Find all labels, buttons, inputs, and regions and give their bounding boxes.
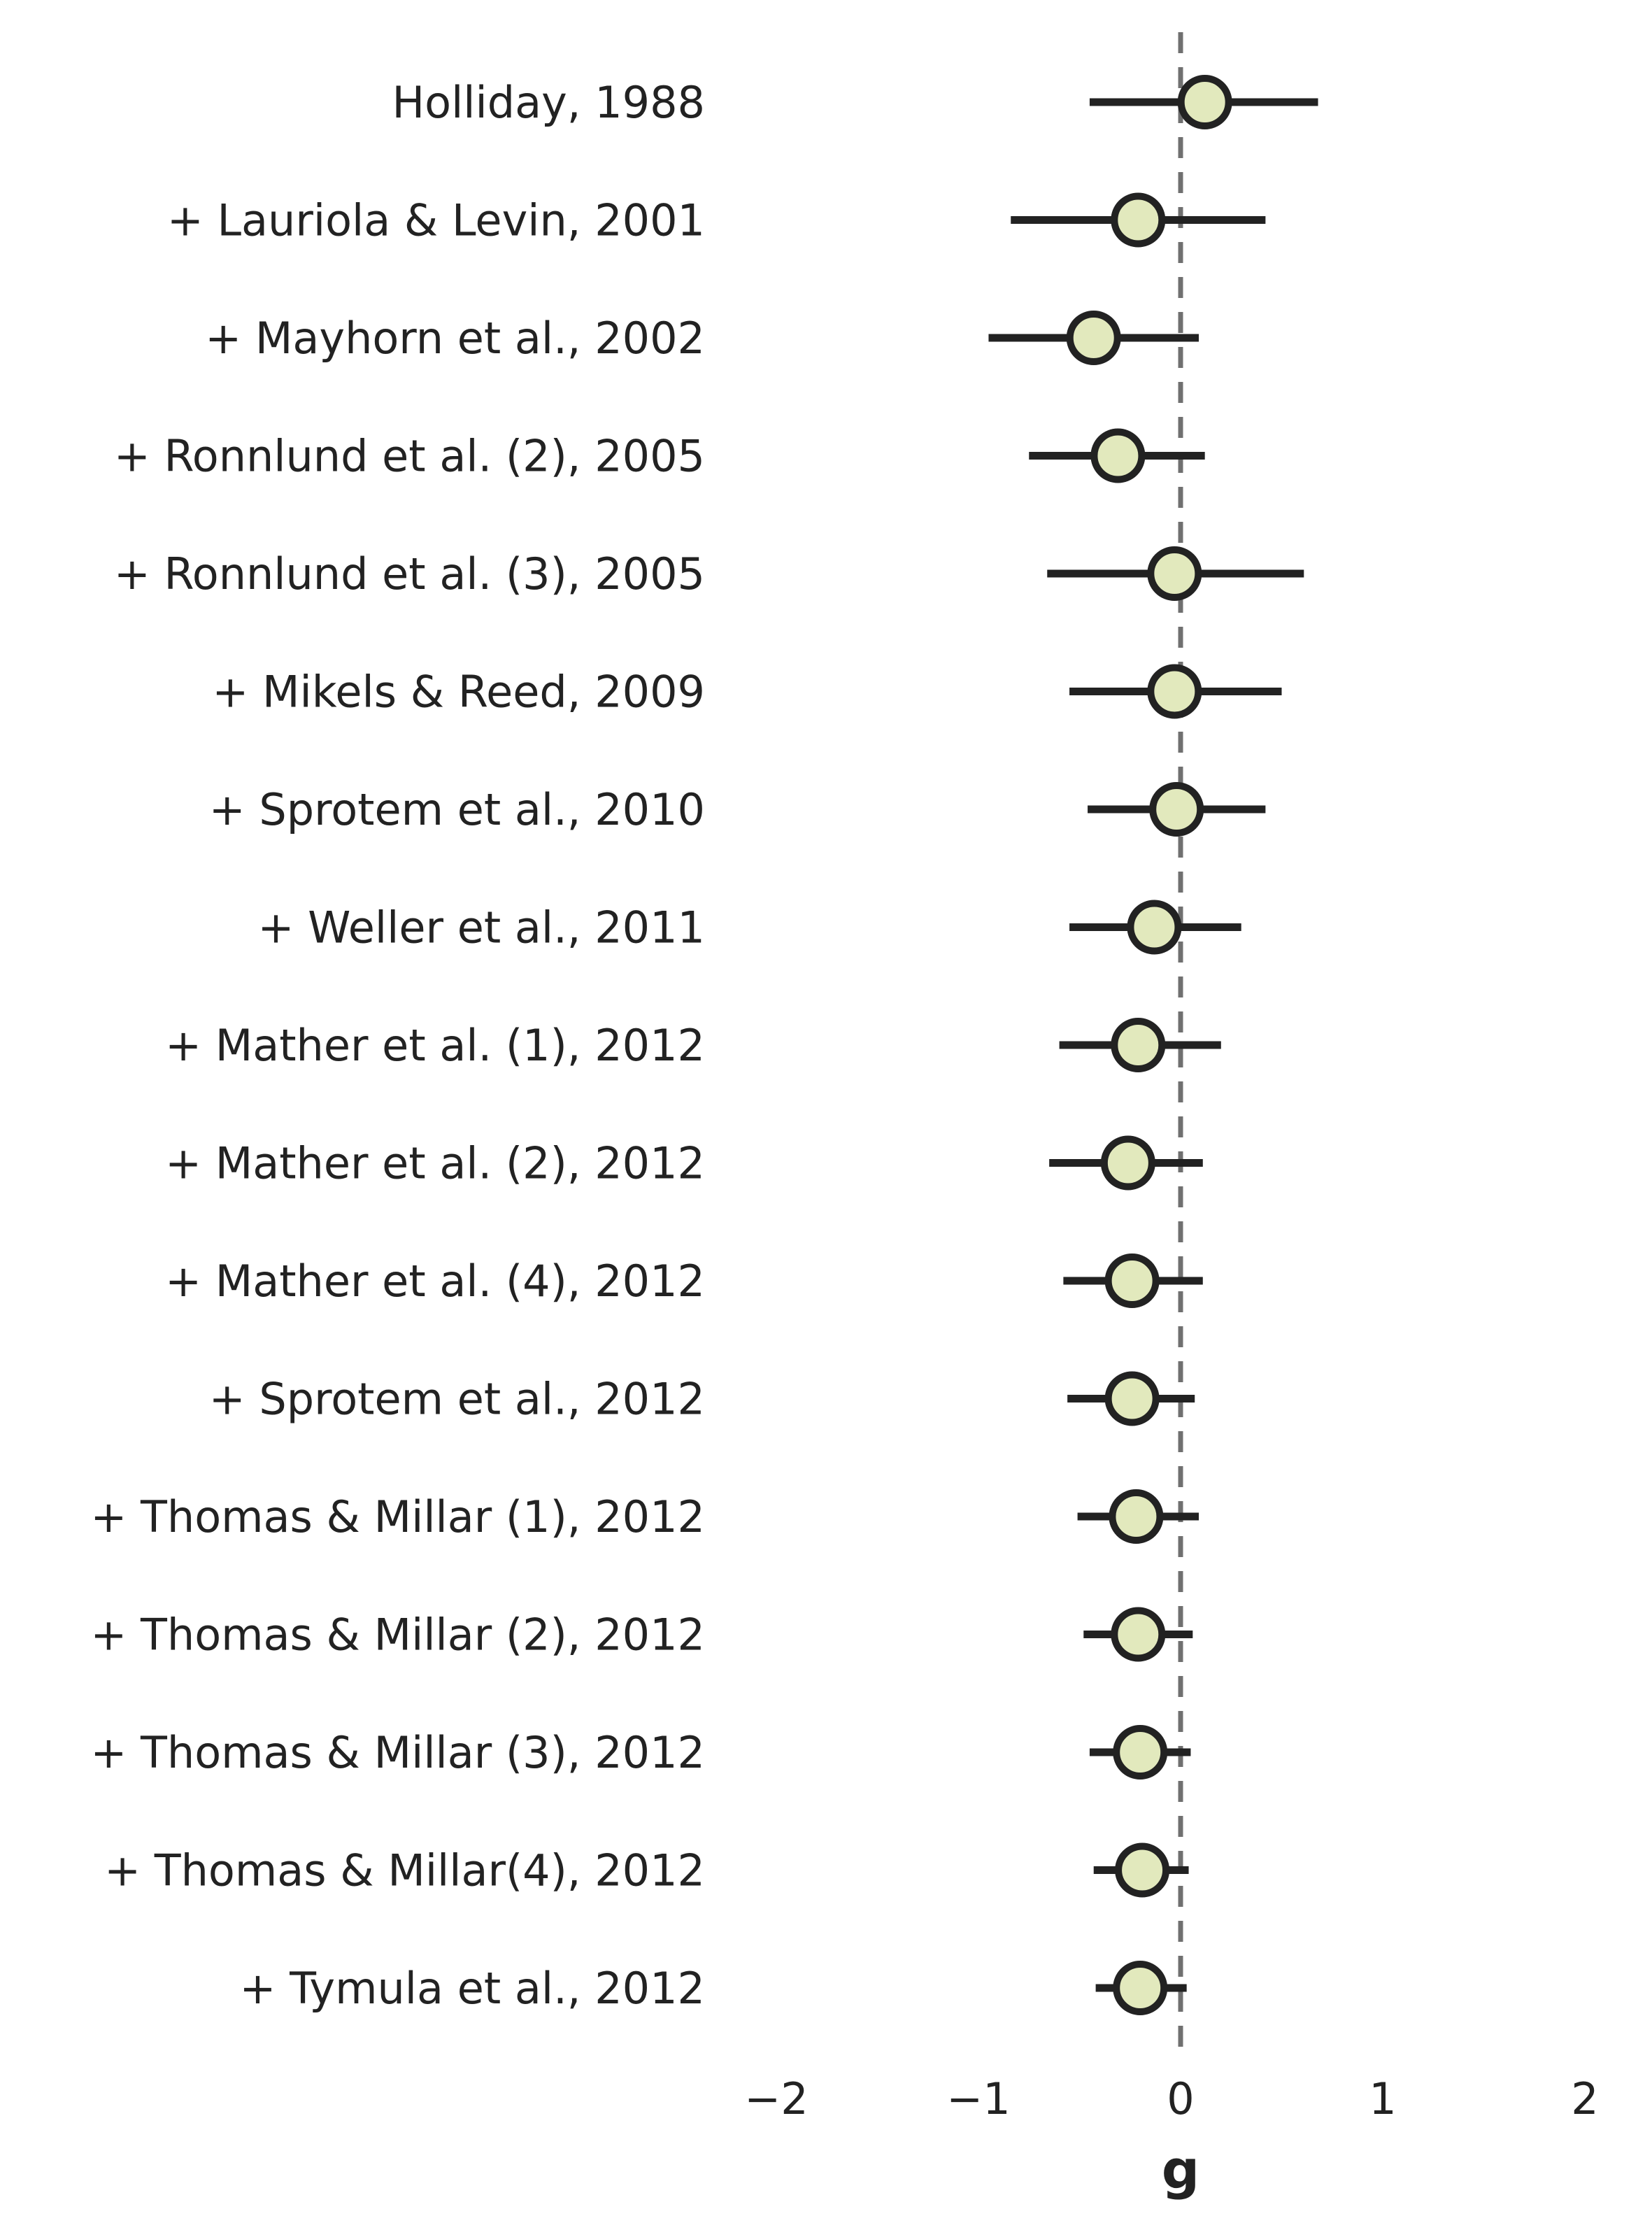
effect-size-point <box>1115 1842 1170 1898</box>
study-label-layer: Holliday, 1988 + Lauriola & Levin, 2001 + … <box>90 77 705 2014</box>
effect-size-point <box>1111 1607 1166 1662</box>
effect-size-point <box>1147 664 1202 719</box>
x-tick-label: 1 <box>1369 2073 1396 2124</box>
effect-size-point <box>1127 900 1182 955</box>
effect-size-point <box>1111 192 1166 248</box>
x-tick-label: −1 <box>946 2073 1010 2124</box>
effect-size-point <box>1177 75 1232 129</box>
effect-size-point <box>1100 1135 1155 1191</box>
study-label: + Weller et al., 2011 <box>257 902 705 953</box>
study-label: + Thomas & Millar (1), 2012 <box>90 1491 705 1542</box>
effect-size-point <box>1104 1371 1160 1426</box>
effect-size-point-layer <box>1066 75 1232 2015</box>
study-label: + Mikels & Reed, 2009 <box>212 667 705 718</box>
effect-size-point <box>1066 311 1121 365</box>
x-tick-label: 0 <box>1167 2073 1194 2124</box>
study-label: + Thomas & Millar (3), 2012 <box>90 1727 705 1778</box>
study-label: + Mather et al. (2), 2012 <box>165 1138 705 1189</box>
x-axis-tick-layer: −2 −1 0 1 2 <box>744 2073 1598 2124</box>
effect-size-point <box>1113 1961 1168 2015</box>
effect-size-point <box>1090 428 1146 483</box>
effect-size-point <box>1109 1489 1164 1544</box>
study-label: + Lauriola & Levin, 2001 <box>167 195 705 246</box>
study-label: Holliday, 1988 <box>392 77 705 128</box>
study-label: + Mather et al. (1), 2012 <box>165 1020 705 1071</box>
study-label: + Mather et al. (4), 2012 <box>165 1256 705 1307</box>
study-label: + Thomas & Millar(4), 2012 <box>104 1845 705 1896</box>
study-label: + Mayhorn et al., 2002 <box>205 313 705 364</box>
x-tick-label: −2 <box>744 2073 808 2124</box>
study-label: + Sprotem et al., 2012 <box>209 1374 705 1425</box>
x-tick-label: 2 <box>1571 2073 1598 2124</box>
study-label: + Ronnlund et al. (2), 2005 <box>114 431 705 482</box>
study-label: + Tymula et al., 2012 <box>240 1963 705 2014</box>
x-axis-title: g <box>1162 2138 1199 2201</box>
effect-size-point <box>1111 1018 1166 1072</box>
effect-size-point <box>1147 546 1202 601</box>
study-label: + Sprotem et al., 2010 <box>209 784 705 835</box>
study-label: + Ronnlund et al. (3), 2005 <box>114 548 705 599</box>
effect-size-point <box>1104 1254 1160 1308</box>
effect-size-point <box>1149 782 1204 837</box>
effect-size-point <box>1113 1725 1168 1780</box>
study-label: + Thomas & Millar (2), 2012 <box>90 1610 705 1661</box>
